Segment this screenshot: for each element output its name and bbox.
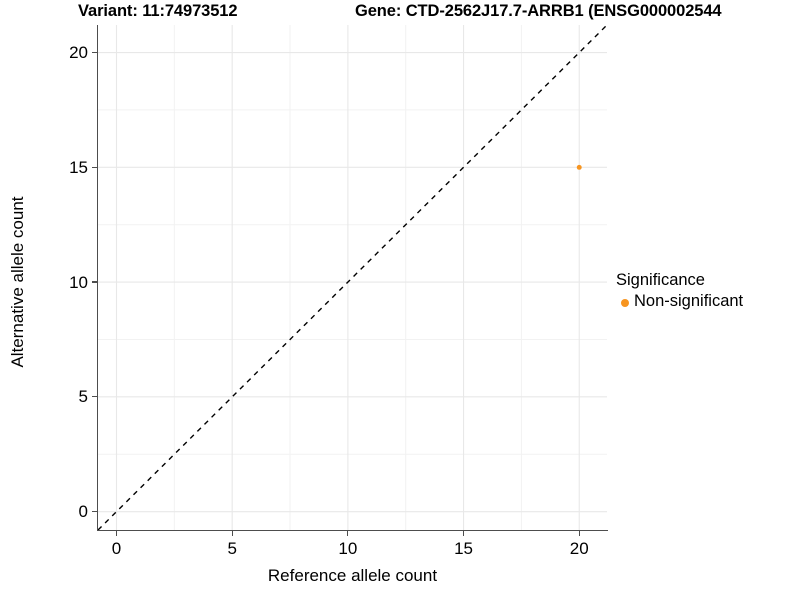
plot-panel (98, 25, 607, 530)
variant-title: Variant: 11:74973512 (78, 2, 238, 20)
y-axis-line (97, 25, 99, 531)
legend-dot (621, 298, 629, 307)
legend-title: Significance (616, 271, 705, 289)
x-axis-title: Reference allele count (267, 566, 438, 585)
y-tick-label: 10 (69, 272, 88, 292)
x-tick-label: 20 (569, 539, 589, 558)
chart-title-row: Variant: 11:74973512 Gene: CTD-2562J17.7… (0, 0, 800, 26)
x-tick-label: 5 (227, 539, 237, 558)
y-tick-mark (92, 281, 97, 283)
x-tick-mark (115, 531, 118, 536)
x-axis-line (97, 530, 608, 532)
y-tick-label: 15 (69, 157, 88, 177)
data-point[interactable] (576, 164, 582, 170)
x-tick-mark (231, 531, 233, 536)
y-tick-label: 20 (69, 43, 88, 63)
x-tick-label: 15 (454, 539, 473, 558)
y-tick-mark (92, 166, 97, 168)
x-tick-label: 10 (338, 539, 358, 558)
legend-entry-label: Non-significant (634, 292, 744, 310)
plot-canvas (98, 25, 607, 530)
legend-marker-circle-icon (616, 293, 634, 311)
y-axis-title: Alternative allele count (8, 196, 27, 368)
x-tick-label: 0 (111, 539, 122, 558)
legend: Significance Non-significant (616, 270, 800, 312)
y-tick-mark (92, 511, 97, 513)
x-tick-mark (578, 531, 580, 536)
y-tick-mark (92, 51, 97, 54)
legend-entries: Non-significant (616, 291, 800, 312)
x-tick-mark (347, 531, 349, 536)
gene-title: Gene: CTD-2562J17.7-ARRB1 (ENSG000002544 (355, 2, 722, 20)
x-tick-mark (462, 531, 465, 536)
y-tick-mark (92, 396, 97, 398)
y-tick-label: 5 (78, 387, 88, 407)
y-tick-label: 0 (78, 502, 88, 522)
y-tick-labels: 0 5 10 15 20 (45, 0, 88, 600)
legend-entry[interactable]: Non-significant (616, 291, 800, 312)
